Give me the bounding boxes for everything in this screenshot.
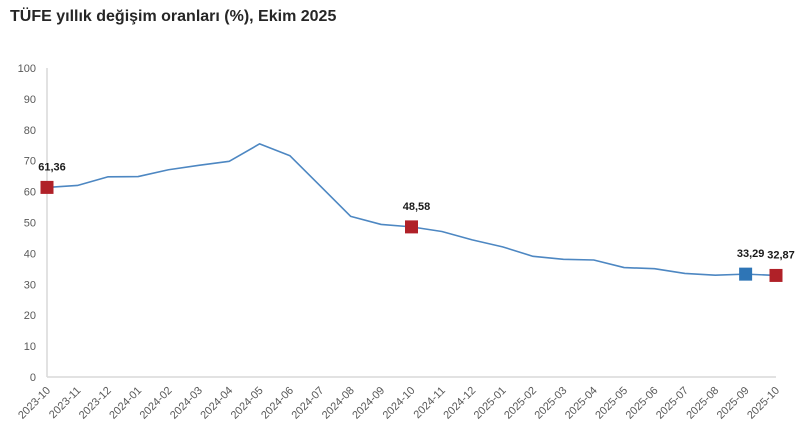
data-point-label: 33,29 (737, 248, 765, 260)
x-axis-label: 2025-02 (502, 385, 539, 422)
x-axis-label: 2025-01 (472, 385, 509, 422)
y-axis-label: 60 (24, 187, 36, 199)
data-point-label: 32,87 (767, 249, 795, 261)
data-point-label: 48,58 (403, 201, 431, 213)
x-axis-label: 2024-01 (107, 385, 144, 422)
data-marker (40, 180, 54, 194)
y-axis-label: 0 (30, 372, 36, 384)
x-axis-label: 2025-06 (624, 385, 661, 422)
x-axis-label: 2023-12 (77, 385, 114, 422)
x-axis-label: 2025-10 (745, 385, 782, 422)
chart-title: TÜFE yıllık değişim oranları (%), Ekim 2… (10, 8, 337, 25)
x-axis-label: 2025-04 (563, 385, 600, 422)
x-axis-label: 2025-03 (532, 385, 569, 422)
data-marker (769, 268, 783, 282)
data-marker (405, 220, 418, 234)
y-axis-label: 20 (24, 310, 36, 322)
x-axis-label: 2025-09 (715, 385, 752, 422)
data-point-label: 61,36 (38, 161, 66, 173)
x-axis-label: 2024-10 (381, 385, 418, 422)
y-axis-label: 100 (18, 63, 36, 75)
x-axis-label: 2024-12 (441, 385, 478, 422)
y-axis-label: 70 (24, 156, 36, 168)
y-axis-label: 30 (24, 279, 36, 291)
x-axis-label: 2024-04 (198, 385, 235, 422)
y-axis-label: 10 (24, 341, 36, 353)
x-axis-label: 2023-10 (16, 385, 53, 422)
x-axis-label: 2025-08 (684, 385, 721, 422)
x-axis-label: 2024-08 (320, 385, 357, 422)
y-axis-label: 50 (24, 218, 36, 230)
y-axis-label: 80 (24, 125, 36, 137)
data-marker (739, 267, 753, 281)
x-axis-label: 2024-05 (229, 385, 266, 422)
y-axis-label: 40 (24, 248, 36, 260)
x-axis-label: 2024-07 (289, 385, 326, 422)
x-axis-label: 2024-03 (168, 385, 205, 422)
x-axis-label: 2024-02 (138, 385, 175, 422)
x-axis-label: 2024-09 (350, 385, 387, 422)
x-axis-label: 2025-07 (654, 385, 691, 422)
x-axis-label: 2024-06 (259, 385, 296, 422)
x-axis-label: 2025-05 (593, 385, 630, 422)
y-axis-label: 90 (24, 94, 36, 106)
